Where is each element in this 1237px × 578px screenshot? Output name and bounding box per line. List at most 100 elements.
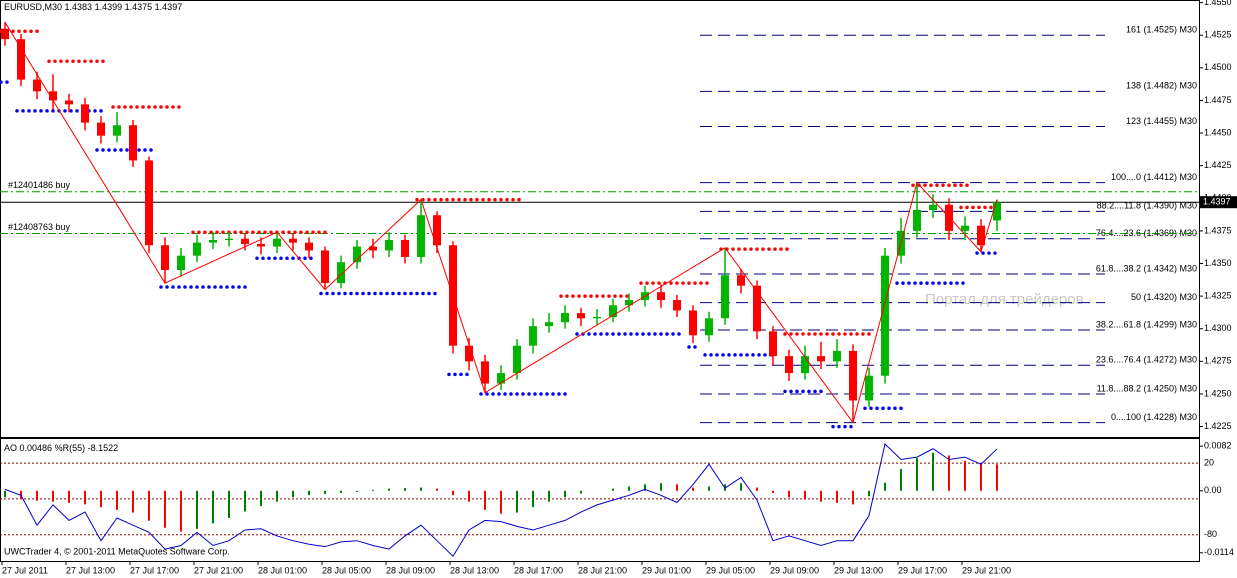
ao-value: 0.00486: [20, 443, 53, 453]
ao-name: AO: [4, 443, 17, 453]
candle-body: [401, 240, 409, 257]
y-tick-label: 1.4325: [1204, 290, 1232, 300]
x-tick-label: 29 Jul 05:00: [706, 565, 755, 575]
candle-body: [801, 356, 809, 374]
sub-header: AO 0.00486 %R(55) -8.1522: [4, 443, 118, 453]
fib-label: 76.4....23.6 (1.4369) M30: [1096, 228, 1197, 238]
candle-body: [609, 305, 617, 317]
x-tick-label: 29 Jul 17:00: [898, 565, 947, 575]
candle-body: [49, 91, 57, 101]
candle-body: [545, 322, 553, 327]
candle-body: [97, 122, 105, 136]
candle-body: [849, 350, 857, 401]
candle-body: [769, 331, 777, 357]
fib-label: 61.8....38.2 (1.4342) M30: [1096, 263, 1197, 273]
candle-body: [913, 210, 921, 231]
header-low: 1.4375: [125, 2, 153, 12]
x-tick-label: 28 Jul 13:00: [450, 565, 499, 575]
candle-body: [305, 242, 313, 251]
x-tick-label: 27 Jul 17:00: [130, 565, 179, 575]
candle-body: [785, 356, 793, 374]
x-tick-label: 28 Jul 09:00: [386, 565, 435, 575]
fib-label: 50 (1.4320) M30: [1131, 292, 1197, 302]
candle-body: [193, 242, 201, 256]
candle-body: [817, 356, 825, 362]
candle-body: [257, 243, 265, 247]
candle-body: [737, 275, 745, 286]
candle-body: [145, 160, 153, 246]
candle-body: [337, 262, 345, 284]
footer: UWCTrader 4, © 2001-2011 MetaQuotes Soft…: [4, 546, 230, 556]
x-tick-label: 28 Jul 05:00: [322, 565, 371, 575]
candle-body: [113, 125, 121, 136]
y-tick-label: 1.4250: [1204, 388, 1232, 398]
candle-body: [881, 255, 889, 376]
candle-body: [593, 316, 601, 319]
candle-body: [993, 202, 1001, 221]
wpr-value: -8.1522: [88, 443, 119, 453]
candle-body: [1, 28, 9, 40]
candle-body: [273, 238, 281, 247]
candle-body: [753, 285, 761, 332]
candle-body: [241, 238, 249, 244]
chart-header: EURUSD,M30 1.4383 1.4399 1.4375 1.4397: [4, 2, 182, 12]
price-tag-label: 1.4397: [1203, 197, 1231, 207]
fib-label: 23.6....76.4 (1.4272) M30: [1096, 355, 1197, 365]
x-tick-label: 27 Jul 21:00: [194, 565, 243, 575]
sub-panel: [0, 438, 1200, 562]
candle-body: [689, 310, 697, 336]
fib-label: 88.2....11.8 (1.4390) M30: [1097, 201, 1197, 211]
header-open: 1.4383: [65, 2, 93, 12]
wpr-name: %R(55): [55, 443, 86, 453]
fib-label: 0....100 (1.4228) M30: [1111, 412, 1197, 422]
y-tick-label: 1.4500: [1204, 62, 1232, 72]
candle-body: [417, 215, 425, 257]
wpr-tick-label: 20: [1204, 457, 1214, 467]
candle-body: [385, 240, 393, 251]
wpr-line: [4, 442, 998, 558]
fib-label: 138 (1.4482) M30: [1126, 81, 1197, 91]
y-tick-label: 1.4350: [1204, 258, 1232, 268]
y-tick-label: 1.4550: [1204, 0, 1232, 7]
x-tick-label: 27 Jul 13:00: [66, 565, 115, 575]
fib-label: 161 (1.4525) M30: [1126, 25, 1197, 35]
x-tick-label: 29 Jul 13:00: [834, 565, 883, 575]
candle-body: [705, 318, 713, 336]
header-close: 1.4397: [155, 2, 183, 12]
candle-body: [577, 313, 585, 319]
x-tick-label: 29 Jul 01:00: [642, 565, 691, 575]
candle-body: [17, 39, 25, 80]
candle-body: [929, 204, 937, 211]
wpr-tick-label: -80: [1204, 529, 1217, 539]
candle-body: [161, 245, 169, 271]
fib-label: 123 (1.4455) M30: [1126, 116, 1197, 126]
x-tick-label: 29 Jul 21:00: [962, 565, 1011, 575]
candle-body: [177, 255, 185, 271]
y-tick-label: 1.4450: [1204, 127, 1232, 137]
x-tick-label: 28 Jul 17:00: [514, 565, 563, 575]
candle-body: [513, 345, 521, 374]
candle-body: [529, 326, 537, 346]
y-tick-label: 1.4475: [1204, 95, 1232, 105]
candle-body: [353, 246, 361, 263]
candle-body: [209, 240, 217, 243]
candle-body: [657, 292, 665, 301]
candle-body: [481, 361, 489, 384]
order-label: #12401486 buy: [8, 180, 71, 190]
y-tick-label: 1.4425: [1204, 160, 1232, 170]
candle-body: [81, 104, 89, 123]
x-tick-label: 28 Jul 21:00: [578, 565, 627, 575]
zigzag: [4, 21, 998, 424]
candle-body: [129, 125, 137, 161]
y-tick-label: 1.4225: [1204, 421, 1232, 431]
candle-body: [433, 215, 441, 246]
x-tick-label: 29 Jul 09:00: [770, 565, 819, 575]
y-tick-label: 1.4525: [1204, 30, 1232, 40]
candle-body: [673, 300, 681, 311]
order-label: #12408763 buy: [8, 222, 71, 232]
candle-body: [561, 313, 569, 323]
ao-tick-label: 0.00: [1204, 485, 1222, 495]
x-tick-label: 27 Jul 2011: [2, 565, 48, 575]
